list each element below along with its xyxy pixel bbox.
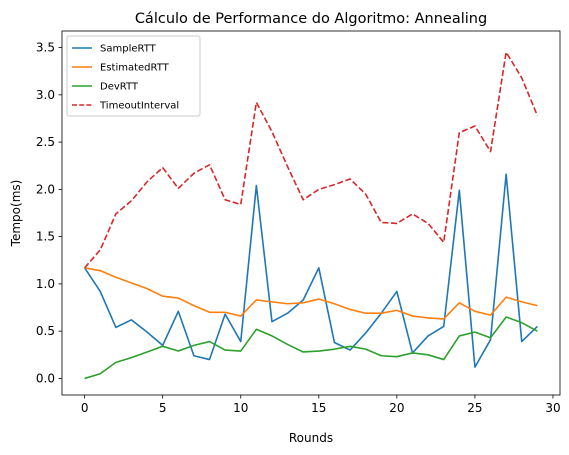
- legend-items: SampleRTT EstimatedRTT DevRTT TimeoutInterv…: [72, 44, 179, 112]
- series-line-timeoutinterval: [84, 51, 539, 269]
- x-tick-label: 0: [81, 401, 89, 415]
- legend-label-devrtt: DevRTT: [100, 82, 139, 93]
- y-tick-label: 0.5: [36, 324, 55, 338]
- series-line-estimatedrtt: [84, 267, 538, 320]
- y-tick-label: 0.0: [36, 371, 55, 385]
- x-tick-label: 15: [311, 401, 326, 415]
- x-tick-label: 30: [545, 401, 560, 415]
- series-layer: [83, 51, 539, 380]
- x-axis-label: Rounds: [289, 431, 333, 445]
- y-tick-label: 3.0: [36, 88, 55, 102]
- y-axis-label: Tempo(ms): [9, 180, 23, 248]
- chart-title: Cálculo de Performance do Algoritmo: Ann…: [135, 11, 487, 27]
- y-tick-label: 2.5: [36, 135, 55, 149]
- legend-label-timeoutinterval: TimeoutInterval: [99, 101, 179, 112]
- legend-label-samplertt: SampleRTT: [100, 44, 157, 55]
- legend: SampleRTT EstimatedRTT DevRTT TimeoutInterv…: [66, 35, 201, 117]
- x-tick-label: 5: [159, 401, 167, 415]
- series-line-devrtt: [84, 316, 538, 380]
- x-tick-label: 10: [233, 401, 248, 415]
- x-tick-label: 20: [389, 401, 404, 415]
- legend-label-estimatedrtt: EstimatedRTT: [100, 63, 170, 74]
- series-line-samplertt: [83, 173, 538, 368]
- y-axis: 0.0 0.5 1.0 1.5 2.0 2.5 3.0 3.5: [36, 41, 62, 385]
- x-tick-label: 25: [467, 401, 482, 415]
- plot-frame: [61, 30, 561, 396]
- legend-box: [66, 35, 201, 117]
- y-tick-label: 3.5: [36, 41, 55, 55]
- y-tick-label: 2.0: [36, 182, 55, 196]
- x-axis: 0 5 10 15 20 25 30: [81, 395, 561, 415]
- y-tick-label: 1.5: [36, 230, 55, 244]
- y-tick-label: 1.0: [36, 277, 55, 291]
